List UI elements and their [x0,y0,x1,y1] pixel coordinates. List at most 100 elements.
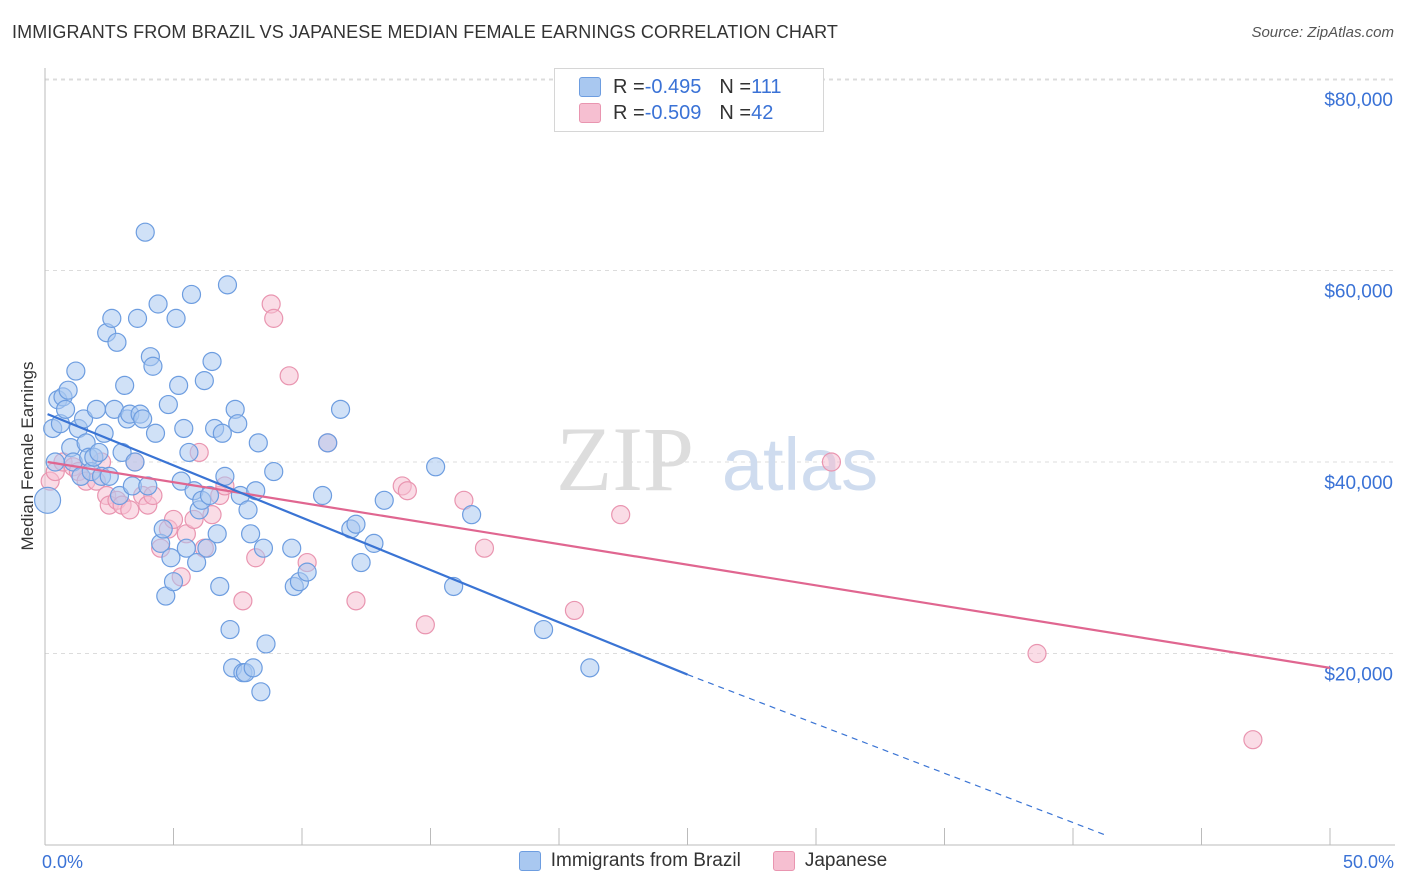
brazil-point [107,332,127,352]
brazil-point [238,500,258,520]
brazil-point [33,486,62,514]
brazil-point [158,394,178,415]
brazil-point [133,409,153,429]
brazil-point [181,284,202,305]
y-tick-label: $40,000 [1324,473,1393,494]
brazil-point [55,399,76,419]
brazil-point [135,222,155,242]
stats-legend: R = -0.495 N = 111 R = -0.509 N = 42 [554,68,824,132]
japanese-swatch-icon [579,103,601,123]
brazil-trend-line [47,413,688,676]
brazil-point [580,658,600,678]
brazil-point [174,418,194,439]
grid-lines [45,78,1395,654]
brazil-point [312,485,333,506]
brazil-point [207,524,227,544]
japanese-point [346,591,366,611]
trend-lines [47,413,1331,836]
brazil-point [179,442,199,463]
brazil-point [138,476,158,496]
r-label: R = [613,101,645,124]
legend-item-japanese[interactable]: Japanese [772,850,888,872]
brazil-point [228,414,248,434]
brazil-point [256,634,276,654]
brazil-point [282,538,302,558]
x-tick-label-min: 0.0% [42,852,84,872]
brazil-trend-line-extension [687,674,1107,836]
brazil-point [187,552,207,573]
japanese-point [415,615,435,635]
brazil-swatch-icon [579,77,601,97]
japanese-points [40,294,1263,750]
brazil-point [330,399,351,419]
r-label: R = [613,75,645,98]
watermark-zip: ZIP [556,408,694,510]
brazil-point [66,361,86,381]
brazil-point [217,275,238,295]
y-tick-label: $20,000 [1324,665,1393,686]
brazil-point [145,423,166,443]
brazil-point [533,619,554,640]
japanese-point [264,308,284,328]
japanese-point [397,481,417,501]
brazil-point [351,552,371,573]
japanese-trend-line [47,460,1331,669]
y-tick-labels: $20,000 $40,000 $60,000 $80,000 [1324,90,1393,686]
brazil-point [253,538,274,558]
brazil-point [210,576,230,597]
brazil-point [248,433,268,453]
legend-label-brazil: Immigrants from Brazil [550,850,741,871]
stats-row-brazil: R = -0.495 N = 111 [579,74,782,100]
brazil-point [86,399,107,419]
r-value: -0.495 [644,75,702,98]
stats-row-japanese: R = -0.509 N = 42 [579,100,773,126]
source-label: Source: ZipAtlas.com [1251,24,1394,41]
y-tick-label: $80,000 [1324,90,1393,111]
n-label: N = [719,101,752,124]
japanese-point [821,452,842,472]
brazil-point [251,682,271,702]
watermark: ZIP atlas [556,408,878,510]
brazil-point [202,351,222,372]
brazil-point [241,524,261,544]
japanese-point [120,500,140,520]
brazil-point [153,519,173,539]
n-value: 42 [751,101,774,124]
brazil-point [197,538,217,558]
brazil-point [264,461,284,482]
japanese-point [474,538,495,558]
brazil-point [125,452,145,472]
brazil-point [102,308,122,328]
brazil-point [318,433,338,453]
brazil-point [169,375,189,395]
brazil-point [89,442,109,463]
n-value: 111 [751,75,782,98]
japanese-legend-swatch-icon [772,851,795,871]
japanese-point [611,505,631,525]
brazil-point [148,294,168,314]
axes [44,68,1395,846]
japanese-point [233,591,253,611]
legend-item-brazil[interactable]: Immigrants from Brazil [518,850,741,872]
brazil-point [143,356,163,376]
brazil-point [58,380,78,400]
brazil-point [220,619,240,640]
legend-label-japanese: Japanese [804,850,888,871]
brazil-point [127,308,148,328]
brazil-point [161,548,181,568]
chart-title: IMMIGRANTS FROM BRAZIL VS JAPANESE MEDIA… [12,22,838,42]
brazil-point [109,485,130,506]
brazil-point [199,485,220,506]
brazil-point [462,505,482,525]
brazil-point [346,514,366,534]
brazil-point [194,371,214,391]
n-label: N = [719,75,752,98]
japanese-point [1027,643,1047,664]
x-tick-label-max: 50.0% [1342,852,1394,872]
series-legend: Immigrants from Brazil Japanese [0,850,1406,872]
brazil-point [374,490,394,510]
brazil-point [212,423,232,443]
brazil-point [115,375,135,395]
brazil-point [243,658,263,678]
brazil-point [297,562,317,582]
